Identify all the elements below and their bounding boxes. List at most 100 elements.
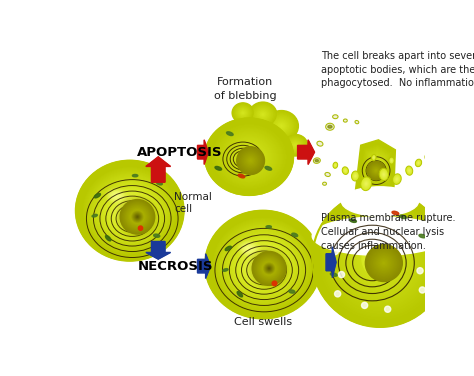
Ellipse shape (383, 173, 385, 176)
Ellipse shape (335, 165, 336, 166)
Text: Formation
of blebbing: Formation of blebbing (214, 77, 276, 101)
Ellipse shape (106, 235, 111, 241)
Ellipse shape (241, 111, 245, 114)
Ellipse shape (279, 124, 284, 128)
Ellipse shape (372, 155, 376, 161)
Circle shape (249, 159, 252, 162)
Ellipse shape (250, 103, 276, 126)
Ellipse shape (395, 177, 399, 181)
Circle shape (248, 158, 254, 164)
Ellipse shape (281, 125, 283, 127)
Ellipse shape (97, 180, 163, 241)
Ellipse shape (242, 245, 284, 284)
Ellipse shape (251, 104, 275, 125)
Ellipse shape (394, 176, 400, 183)
Polygon shape (360, 146, 391, 185)
Polygon shape (363, 148, 389, 181)
Ellipse shape (244, 245, 253, 252)
Ellipse shape (211, 216, 315, 313)
Ellipse shape (244, 247, 282, 282)
Ellipse shape (394, 175, 400, 183)
Circle shape (337, 215, 424, 303)
Ellipse shape (353, 173, 358, 179)
Ellipse shape (395, 177, 398, 181)
Ellipse shape (213, 218, 313, 311)
Ellipse shape (234, 143, 264, 170)
Circle shape (367, 247, 392, 271)
Ellipse shape (262, 264, 264, 265)
Ellipse shape (258, 260, 268, 270)
Circle shape (246, 156, 255, 165)
Ellipse shape (211, 124, 287, 190)
Ellipse shape (76, 161, 183, 261)
Ellipse shape (350, 219, 356, 223)
Circle shape (130, 209, 145, 224)
Ellipse shape (241, 150, 257, 164)
Ellipse shape (212, 124, 286, 189)
Ellipse shape (101, 185, 158, 237)
Circle shape (246, 156, 255, 165)
Circle shape (327, 206, 434, 313)
Circle shape (349, 228, 411, 290)
Ellipse shape (234, 105, 252, 121)
Ellipse shape (341, 187, 419, 216)
Ellipse shape (216, 221, 310, 308)
Ellipse shape (292, 233, 298, 237)
Ellipse shape (221, 132, 277, 181)
Ellipse shape (291, 141, 300, 150)
Circle shape (133, 213, 141, 221)
Ellipse shape (292, 143, 298, 148)
Polygon shape (356, 140, 395, 191)
Ellipse shape (128, 209, 132, 212)
Ellipse shape (396, 178, 398, 180)
Circle shape (369, 164, 383, 177)
Ellipse shape (249, 102, 277, 127)
Polygon shape (369, 155, 383, 173)
Ellipse shape (109, 192, 150, 230)
Ellipse shape (115, 197, 144, 224)
Ellipse shape (93, 176, 166, 245)
Ellipse shape (343, 119, 347, 122)
Ellipse shape (288, 139, 303, 152)
Polygon shape (371, 157, 382, 170)
Circle shape (364, 243, 396, 275)
Ellipse shape (276, 121, 286, 130)
Ellipse shape (289, 290, 295, 293)
Ellipse shape (381, 170, 387, 179)
Ellipse shape (415, 159, 422, 167)
Circle shape (417, 268, 423, 274)
Ellipse shape (344, 169, 346, 172)
Circle shape (359, 238, 401, 280)
Ellipse shape (373, 156, 375, 159)
Ellipse shape (239, 148, 259, 165)
Ellipse shape (255, 257, 271, 272)
Ellipse shape (355, 175, 356, 177)
Ellipse shape (427, 156, 429, 159)
Ellipse shape (236, 240, 290, 290)
Ellipse shape (267, 113, 296, 139)
Ellipse shape (289, 139, 302, 151)
Ellipse shape (249, 102, 277, 127)
Circle shape (381, 260, 387, 266)
Ellipse shape (122, 203, 137, 218)
Circle shape (383, 262, 385, 264)
Ellipse shape (252, 105, 274, 124)
Ellipse shape (361, 177, 371, 190)
Circle shape (411, 241, 418, 247)
Polygon shape (198, 140, 208, 164)
Ellipse shape (417, 161, 420, 165)
Ellipse shape (390, 159, 393, 163)
Ellipse shape (240, 242, 257, 255)
Ellipse shape (268, 114, 295, 138)
Ellipse shape (270, 116, 292, 136)
Ellipse shape (238, 108, 248, 117)
Ellipse shape (373, 156, 374, 159)
Ellipse shape (223, 134, 275, 180)
Ellipse shape (382, 172, 386, 177)
Ellipse shape (334, 164, 337, 167)
Ellipse shape (238, 241, 259, 256)
Polygon shape (365, 150, 387, 179)
Ellipse shape (408, 170, 410, 172)
Ellipse shape (382, 171, 386, 177)
Ellipse shape (117, 199, 142, 222)
